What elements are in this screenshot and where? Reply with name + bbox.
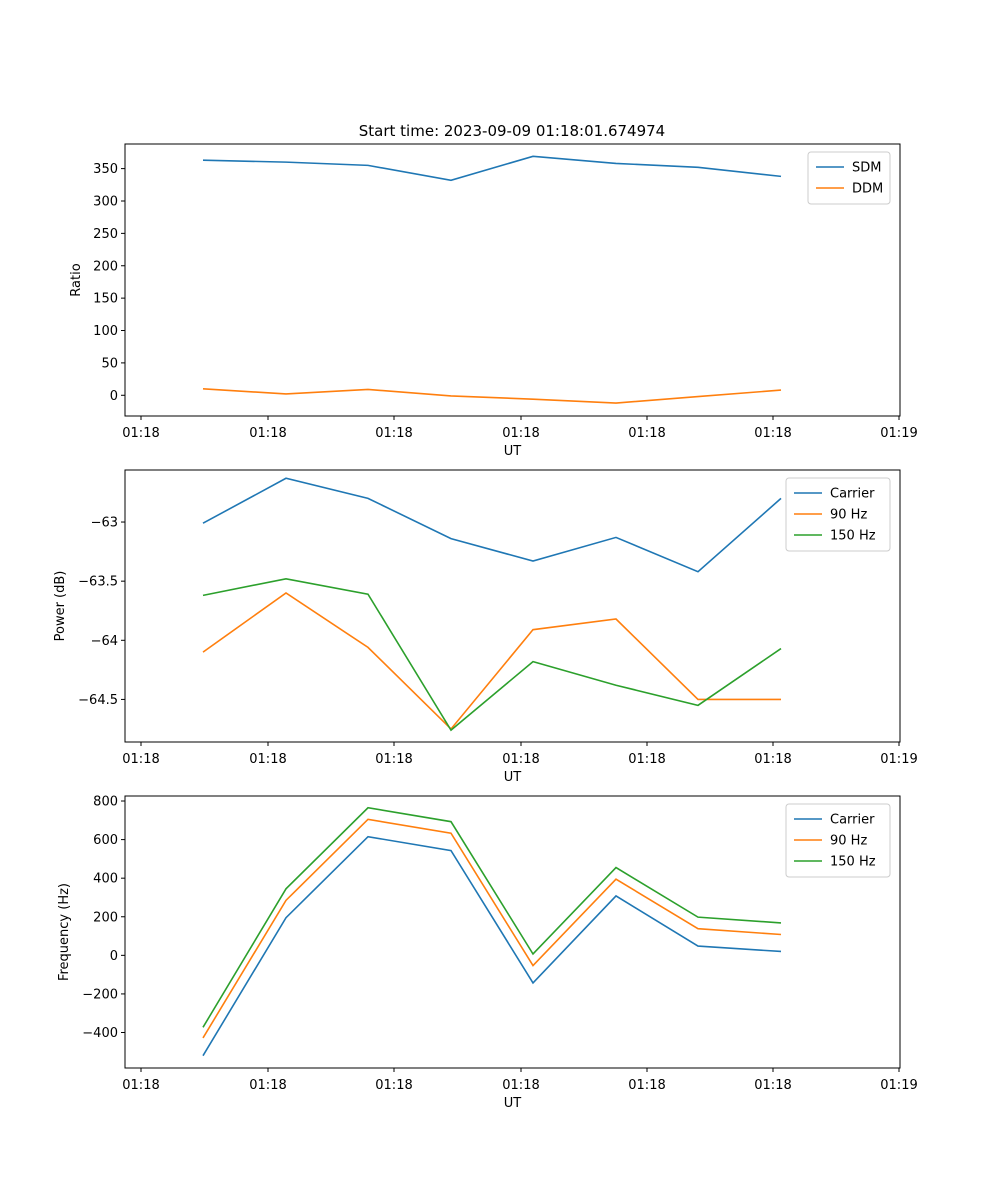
subplot-1: 01:18 01:18 01:18 01:18 01:18 01:18 01:19 0 50 10… [69,143,918,459]
x-tick-label: 01:18 [249,1078,286,1093]
y-tick-label: 100 [93,324,118,339]
legend-label: 150 Hz [830,529,876,544]
y-tick-label: 300 [93,194,118,209]
series-line-carrier [202,477,782,573]
x-tick-label: 01:18 [628,426,665,441]
x-tick-label: 01:18 [375,426,412,441]
legend-label: Carrier [830,487,875,502]
y-tick-label: 400 [93,872,118,887]
subplot-3: 01:18 01:18 01:18 01:18 01:18 01:18 01:19 −400 −… [57,795,918,1111]
x-tick-label: 01:18 [754,426,791,441]
legend-label: DDM [852,182,883,197]
series-line-150-hz [202,806,782,1028]
legend-label: 150 Hz [830,855,876,870]
subplot-2: 01:18 01:18 01:18 01:18 01:18 01:18 01:19 −63 −6… [53,469,918,785]
y-tick-label: −64 [91,634,118,649]
x-tick-label: 01:18 [502,752,539,767]
y-axis-label: Ratio [69,263,84,296]
figure-title: Start time: 2023-09-09 01:18:01.674974 [359,122,665,140]
x-tick-label: 01:19 [880,426,917,441]
y-tick-label: −200 [82,987,118,1002]
x-tick-label: 01:19 [880,1078,917,1093]
legend-box [785,803,891,878]
x-axis-label: UT [504,444,522,459]
x-tick-label: 01:18 [375,1078,412,1093]
legend-box [807,151,891,205]
x-tick-label: 01:18 [122,1078,159,1093]
y-tick-label: 200 [93,259,118,274]
x-tick-label: 01:18 [249,752,286,767]
series-line-ddm [202,388,782,404]
x-tick-label: 01:18 [628,752,665,767]
series-line-90-hz [202,818,782,1039]
axes-frame [124,795,901,1069]
x-tick-label: 01:18 [754,752,791,767]
y-tick-label: −400 [82,1026,118,1041]
y-tick-label: 600 [93,833,118,848]
series-line-150-hz [202,577,782,732]
legend-label: SDM [852,161,881,176]
y-tick-label: 800 [93,795,118,810]
y-tick-label: 150 [93,292,118,307]
x-tick-label: 01:18 [122,426,159,441]
legend-label: 90 Hz [830,834,867,849]
x-tick-label: 01:18 [628,1078,665,1093]
y-tick-label: 350 [93,162,118,177]
series-line-carrier [202,835,782,1057]
legend-box [785,477,891,552]
x-tick-label: 01:18 [122,752,159,767]
series-line-90-hz [202,592,781,731]
y-tick-label: −63 [91,516,118,531]
y-tick-label: −64.5 [78,693,118,708]
x-tick-label: 01:18 [502,1078,539,1093]
axes-frame [124,469,901,743]
legend: SDM DDM [807,151,891,205]
legend-label: 90 Hz [830,508,867,523]
x-axis-label: UT [504,770,522,785]
axes-frame [124,143,901,417]
legend: Carrier 90 Hz 150 Hz [785,803,891,878]
x-tick-label: 01:18 [754,1078,791,1093]
series-line-sdm [202,155,782,182]
x-axis-label: UT [504,1096,522,1111]
legend: Carrier 90 Hz 150 Hz [785,477,891,552]
y-axis-label: Power (dB) [53,571,68,642]
y-tick-label: 250 [93,227,118,242]
y-axis-label: Frequency (Hz) [57,883,72,981]
x-tick-label: 01:18 [502,426,539,441]
y-tick-label: 0 [110,389,118,404]
x-tick-label: 01:18 [249,426,286,441]
y-tick-label: 200 [93,910,118,925]
x-tick-label: 01:19 [880,752,917,767]
y-tick-label: 50 [101,356,118,371]
y-tick-label: −63.5 [78,575,118,590]
x-tick-label: 01:18 [375,752,412,767]
y-tick-label: 0 [110,949,118,964]
legend-label: Carrier [830,813,875,828]
